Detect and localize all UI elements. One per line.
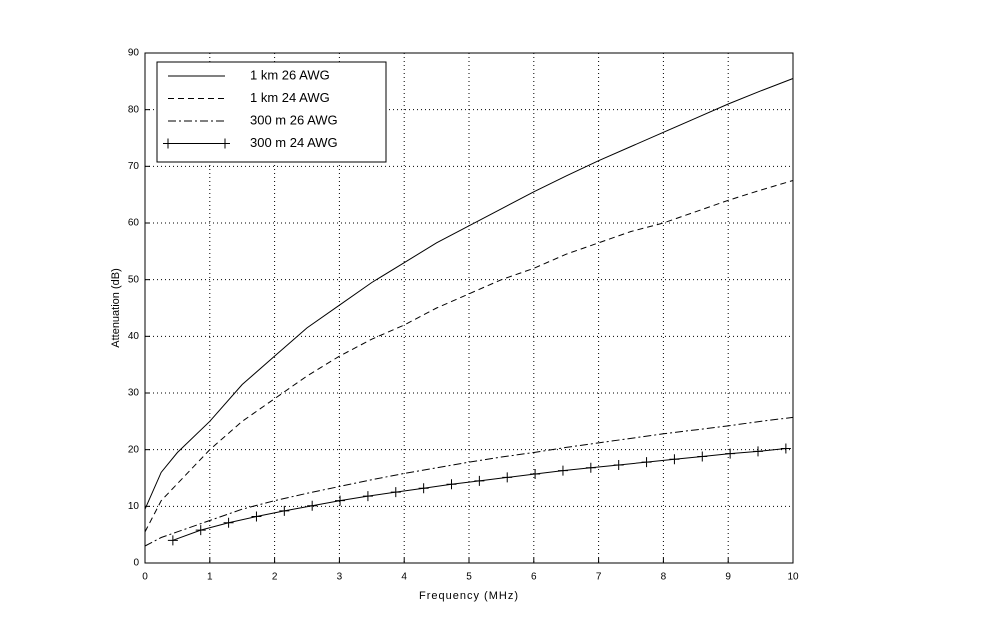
point-marker (585, 462, 596, 473)
point-marker (530, 469, 541, 480)
x-tick-label: 5 (466, 572, 472, 583)
legend-label: 300 m 24 AWG (250, 135, 338, 150)
y-tick-label: 80 (128, 104, 140, 115)
series-line (172, 448, 786, 541)
legend-label: 1 km 24 AWG (250, 90, 330, 105)
x-tick-label: 0 (142, 572, 148, 583)
x-tick-label: 4 (401, 572, 407, 583)
point-marker (195, 525, 206, 536)
y-tick-label: 70 (128, 161, 140, 172)
point-marker (669, 454, 680, 465)
point-marker (474, 475, 485, 486)
y-tick-label: 20 (128, 444, 140, 455)
point-marker (446, 479, 457, 490)
y-axis-label: Attenuation (dB) (110, 268, 122, 348)
series-line (144, 416, 794, 547)
point-marker (780, 443, 791, 454)
point-marker (362, 491, 373, 502)
plot-frame (144, 52, 794, 564)
series-line (144, 78, 794, 510)
x-tick-label: 10 (787, 572, 799, 583)
x-tick-label: 7 (596, 572, 602, 583)
point-marker (753, 446, 764, 457)
x-axis-label: Frequency (MHz) (419, 590, 519, 602)
x-tick-label: 1 (207, 572, 213, 583)
x-tick-label: 2 (272, 572, 278, 583)
x-tick-label: 3 (337, 572, 343, 583)
point-marker (223, 517, 234, 528)
point-marker (641, 457, 652, 468)
y-tick-label: 0 (133, 558, 139, 569)
x-tick-label: 8 (661, 572, 667, 583)
y-tick-label: 30 (128, 388, 140, 399)
point-marker (390, 487, 401, 498)
x-tick-label: 6 (531, 572, 537, 583)
y-tick-label: 60 (128, 218, 140, 229)
x-tick-label: 9 (725, 572, 731, 583)
y-tick-label: 50 (128, 274, 140, 285)
point-marker (418, 483, 429, 494)
legend-box (156, 61, 387, 163)
point-marker (613, 459, 624, 470)
point-marker (279, 505, 290, 516)
legend-label: 1 km 26 AWG (250, 67, 330, 82)
legend-label: 300 m 26 AWG (250, 112, 338, 127)
point-marker (167, 535, 178, 546)
point-marker (251, 511, 262, 522)
point-marker (697, 451, 708, 462)
legend-marker (163, 138, 230, 149)
y-tick-label: 90 (128, 48, 140, 59)
y-tick-label: 10 (128, 501, 140, 512)
point-marker (557, 465, 568, 476)
point-marker (502, 472, 513, 483)
series-line (144, 180, 794, 533)
y-tick-label: 40 (128, 331, 140, 342)
point-marker (307, 500, 318, 511)
point-marker (335, 495, 346, 506)
point-marker (725, 448, 736, 459)
